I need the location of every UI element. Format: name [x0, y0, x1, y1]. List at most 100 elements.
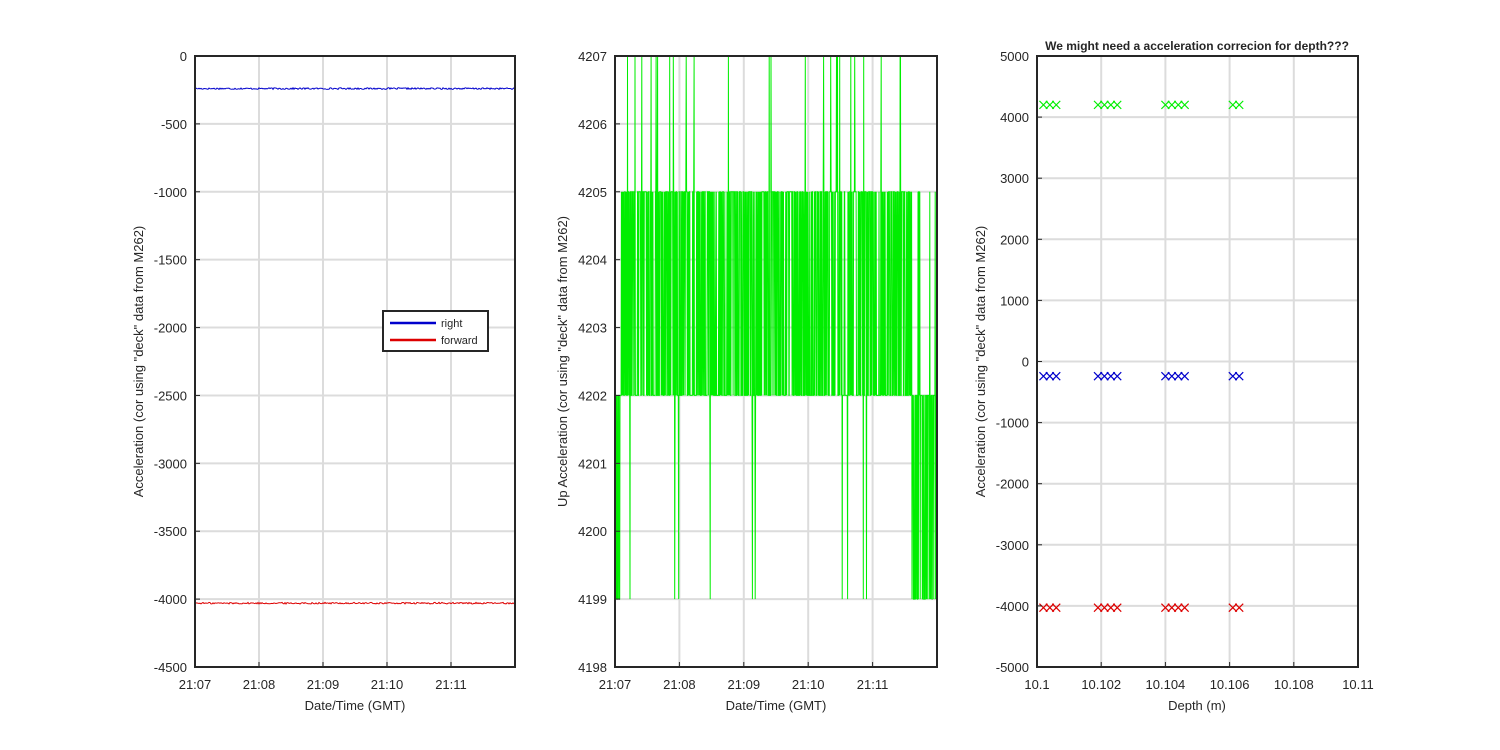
series-line-forward [194, 601, 516, 605]
x-tick-label: 10.102 [1081, 677, 1121, 692]
x-tick-label: 21:09 [307, 677, 340, 692]
scatter-point [1228, 371, 1238, 381]
scatter-point [1160, 371, 1170, 381]
scatter-point [1173, 100, 1183, 110]
tick-layer: 21:07 21:08 21:09 21:10 21:11 4198 4199 4200 420… [578, 49, 888, 692]
x-tick-label: 21:10 [371, 677, 404, 692]
scatter-point [1112, 100, 1122, 110]
scatter-point [1045, 371, 1055, 381]
y-tick-label: 4000 [1000, 110, 1029, 125]
scatter-point [1045, 603, 1055, 613]
scatter-point [1038, 100, 1048, 110]
y-tick-label: -4000 [154, 592, 187, 607]
x-tick-label: 21:07 [179, 677, 212, 692]
y-tick-label: -2500 [154, 388, 187, 403]
x-tick-label: 21:11 [857, 677, 889, 692]
scatter-point [1051, 603, 1061, 613]
scatter-point [1173, 603, 1183, 613]
scatter-point [1180, 100, 1190, 110]
legend-label-right: right [441, 318, 462, 330]
y-tick-label: 2000 [1000, 232, 1029, 247]
y-tick-label: 4199 [578, 592, 607, 607]
y-tick-label: 1000 [1000, 293, 1029, 308]
scatter-point [1038, 371, 1048, 381]
scatter-point [1112, 603, 1122, 613]
y-tick-label: -4000 [996, 599, 1029, 614]
legend-box [382, 310, 489, 352]
y-tick-label: 0 [1022, 355, 1029, 370]
scatter-point [1234, 100, 1244, 110]
y-tick-label: -1500 [154, 253, 187, 268]
scatter-point [1228, 100, 1238, 110]
scatter-point [1051, 100, 1061, 110]
scatter-point [1106, 100, 1116, 110]
y-tick-label: 4202 [578, 388, 607, 403]
y-tick-label: -4500 [154, 660, 187, 675]
scatter-point [1180, 603, 1190, 613]
panel-acceleration-time: 21:07 21:08 21:09 21:10 21:11 0 -500 -1000 -1500… [131, 49, 516, 713]
x-tick-label: 10.1 [1024, 677, 1049, 692]
y-tick-label: 5000 [1000, 49, 1029, 64]
y-tick-label: 4206 [578, 117, 607, 132]
axes-box [614, 55, 938, 668]
scatter-point [1051, 371, 1061, 381]
y-tick-label: -3000 [996, 538, 1029, 553]
scatter-point [1093, 371, 1103, 381]
scatter-point [1160, 100, 1170, 110]
scatter-point [1038, 603, 1048, 613]
y-tick-label: 4201 [578, 456, 607, 471]
scatter-point [1112, 371, 1122, 381]
scatter-point [1234, 603, 1244, 613]
x-tick-label: 10.108 [1274, 677, 1314, 692]
x-axis-label: Depth (m) [1168, 698, 1226, 713]
legend-label-forward: forward [441, 335, 478, 347]
x-tick-label: 10.106 [1210, 677, 1250, 692]
x-tick-label: 10.11 [1342, 677, 1374, 692]
x-tick-label: 10.104 [1146, 677, 1186, 692]
y-tick-label: 4205 [578, 185, 607, 200]
y-tick-label: -2000 [154, 321, 187, 336]
scatter-point [1099, 100, 1109, 110]
scatter-point [1093, 100, 1103, 110]
y-tick-label: -500 [161, 117, 187, 132]
axes-box [194, 55, 516, 668]
y-tick-label: 4203 [578, 321, 607, 336]
scatter-point [1099, 371, 1109, 381]
plot-area [195, 56, 515, 667]
y-tick-label: 4200 [578, 524, 607, 539]
series-line-up [614, 55, 938, 600]
x-tick-label: 21:09 [728, 677, 761, 692]
panel-acceleration-depth: 10.1 10.102 10.104 10.106 10.108 10.11 5000 400… [973, 39, 1374, 713]
series-layer [1038, 100, 1244, 613]
scatter-point [1173, 371, 1183, 381]
y-tick-label: 0 [180, 49, 187, 64]
x-tick-label: 21:08 [243, 677, 276, 692]
y-tick-label: -5000 [996, 660, 1029, 675]
x-tick-label: 21:07 [599, 677, 632, 692]
scatter-point [1106, 603, 1116, 613]
x-tick-label: 21:10 [792, 677, 825, 692]
x-tick-label: 21:11 [435, 677, 467, 692]
scatter-point [1167, 371, 1177, 381]
y-tick-label: 3000 [1000, 171, 1029, 186]
y-tick-label: -3000 [154, 456, 187, 471]
y-tick-label: -1000 [154, 185, 187, 200]
y-tick-label: 4207 [578, 49, 607, 64]
scatter-point [1180, 371, 1190, 381]
x-tick-label: 21:08 [663, 677, 696, 692]
scatter-point [1106, 371, 1116, 381]
y-axis-label: Acceleration (cor using "deck" data from… [973, 226, 988, 498]
legend: right forward [382, 310, 489, 352]
y-tick-label: 4198 [578, 660, 607, 675]
scatter-point [1160, 603, 1170, 613]
series-layer [194, 86, 516, 605]
scatter-point [1167, 100, 1177, 110]
y-tick-label: -2000 [996, 477, 1029, 492]
y-axis-label: Acceleration (cor using "deck" data from… [131, 226, 146, 498]
chart-title: We might need a acceleration correcion f… [1045, 39, 1349, 53]
scatter-point [1234, 371, 1244, 381]
scatter-point [1228, 603, 1238, 613]
y-tick-label: -3500 [154, 524, 187, 539]
scatter-point [1093, 603, 1103, 613]
